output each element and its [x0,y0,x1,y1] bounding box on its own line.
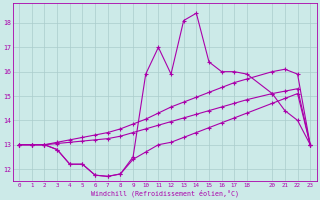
X-axis label: Windchill (Refroidissement éolien,°C): Windchill (Refroidissement éolien,°C) [91,189,239,197]
